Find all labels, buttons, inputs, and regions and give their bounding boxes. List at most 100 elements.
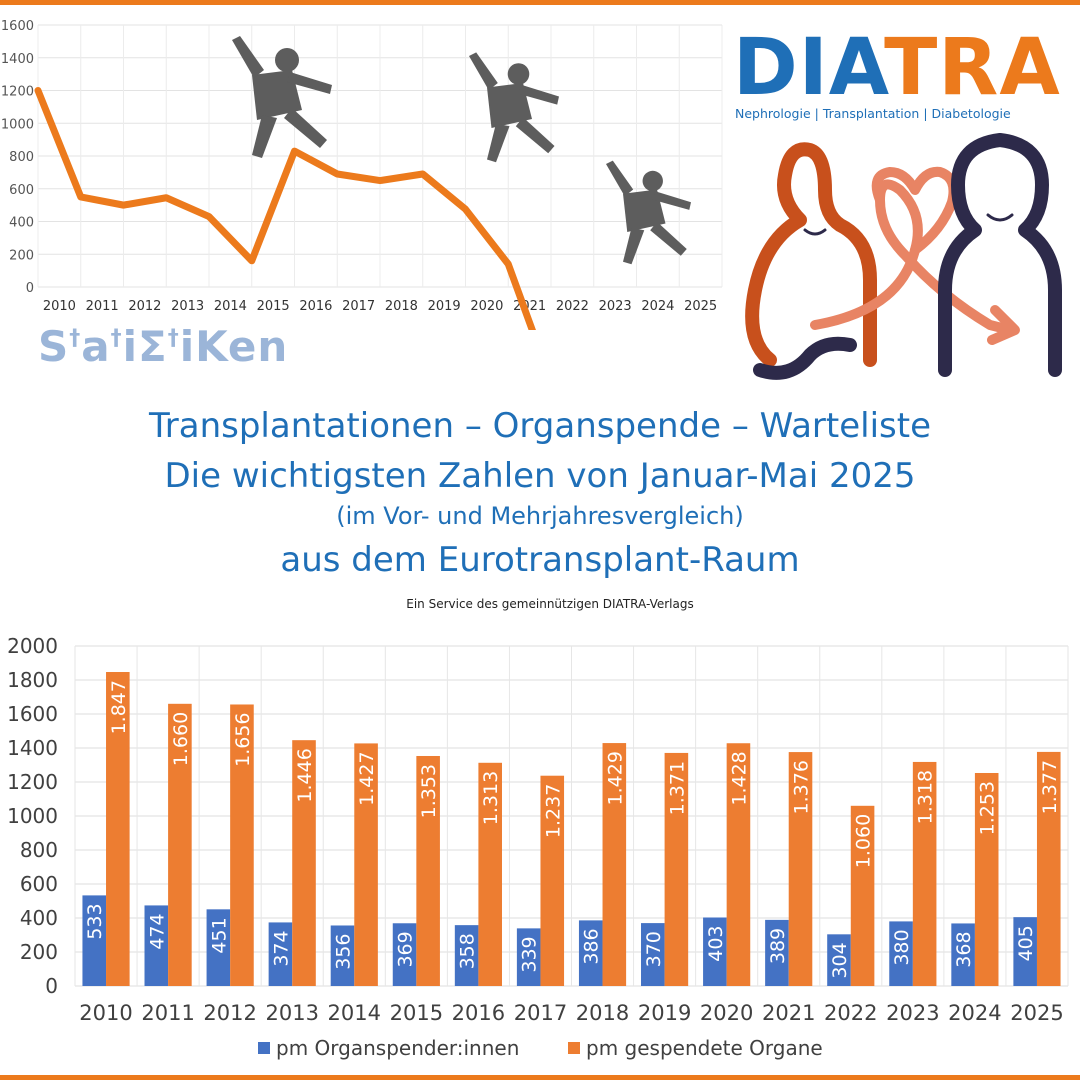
donor-bar (454, 925, 479, 986)
organ-bar (974, 772, 999, 986)
legend-swatch (258, 1042, 270, 1054)
x-tick-label: 2025 (1010, 1001, 1063, 1025)
donor-value-label: 405 (1015, 925, 1037, 961)
top-y-tick-label: 1600 (1, 19, 34, 34)
figure-leg (487, 123, 510, 163)
statistiken-letter: iΣ (122, 322, 168, 371)
brand-separator: | (814, 106, 819, 121)
top-x-tick-label: 2015 (257, 299, 290, 314)
organ-value-label: 1.656 (232, 712, 254, 766)
brand-tag-nephrologie: Nephrologie (735, 106, 811, 121)
logo-heart-arrow (810, 179, 1015, 335)
organ-value-label: 1.318 (915, 770, 937, 824)
organ-bar (354, 743, 378, 986)
top-border (0, 0, 1080, 5)
organ-value-label: 1.446 (294, 748, 316, 802)
y-tick-label: 1400 (7, 736, 58, 760)
top-x-tick-label: 2020 (470, 299, 503, 314)
headline-line3: (im Vor- und Mehrjahresvergleich) (336, 502, 744, 530)
x-tick-label: 2020 (700, 1001, 753, 1025)
top-y-tick-label: 400 (9, 216, 34, 231)
logo-heart-left (871, 166, 959, 255)
logo-right-person (938, 133, 1062, 377)
falling-figure-icon (232, 36, 332, 158)
top-x-tick-label: 2013 (171, 299, 204, 314)
donor-value-label: 380 (891, 929, 913, 965)
x-tick-label: 2022 (824, 1001, 877, 1025)
figure-arm (232, 36, 264, 78)
y-tick-label: 800 (20, 838, 58, 862)
donor-value-label: 304 (829, 942, 851, 978)
organ-bar (292, 740, 316, 986)
figure-head (507, 63, 530, 85)
y-tick-label: 1600 (7, 702, 58, 726)
organ-bar (168, 703, 192, 986)
y-tick-label: 1000 (7, 804, 58, 828)
figure-arm (518, 84, 559, 105)
x-tick-label: 2013 (265, 1001, 318, 1025)
organ-bar (788, 752, 813, 986)
brand-tag-transplantation: Transplantation (822, 106, 920, 121)
donor-bar (641, 923, 665, 986)
statistiken-letter: S (38, 322, 70, 371)
statistiken-cross: † (110, 326, 123, 351)
donor-bar (827, 934, 851, 986)
donor-bar (330, 925, 355, 986)
organ-bar (106, 672, 130, 986)
statistiken-letter: iKen (179, 322, 289, 371)
donor-bar (206, 909, 231, 986)
top-y-tick-label: 1400 (1, 52, 34, 67)
donor-value-label: 369 (395, 931, 417, 967)
donor-bar (1013, 917, 1037, 986)
legend-label: pm Organspender:innen (276, 1036, 519, 1060)
top-line-series (34, 87, 536, 330)
donor-bar (765, 919, 789, 986)
brand-logo-text: DIATRA (733, 28, 1068, 108)
top-x-tick-label: 2023 (599, 299, 632, 314)
figure-leg (515, 117, 555, 154)
organ-value-label: 1.313 (480, 771, 502, 825)
donor-value-label: 339 (519, 936, 541, 972)
organ-value-label: 1.371 (666, 761, 688, 815)
brand-separator: | (923, 106, 928, 121)
brand-tag-diabetologie: Diabetologie (931, 106, 1011, 121)
brand-name-part1: DIA (733, 23, 885, 113)
donor-bar (703, 917, 727, 986)
top-x-tick-label: 2021 (513, 299, 546, 314)
top-x-tick-label: 2011 (86, 299, 119, 314)
top-y-tick-label: 200 (9, 248, 34, 263)
organ-value-label: 1.376 (791, 760, 813, 814)
y-tick-label: 600 (20, 872, 58, 896)
x-tick-label: 2024 (948, 1001, 1001, 1025)
donor-bar (889, 921, 913, 986)
organ-bar (416, 755, 440, 986)
figure-leg (623, 227, 645, 265)
top-x-tick-label: 2016 (299, 299, 332, 314)
top-line-chart: 0 200 400 600 800 1000 1200 1400 1600 2010 2011 201… (1, 19, 723, 330)
donor-value-label: 358 (457, 933, 479, 969)
donor-bar (392, 923, 417, 986)
organ-value-label: 1.253 (977, 781, 999, 835)
y-tick-label: 2000 (7, 634, 58, 658)
top-x-tick-label: 2010 (43, 299, 76, 314)
logo-arrow-head (987, 305, 1020, 345)
legend-label: pm gespendete Organe (586, 1036, 823, 1060)
organ-bar (230, 704, 254, 986)
donor-bar (268, 922, 293, 986)
x-tick-label: 2015 (390, 1001, 443, 1025)
figure-leg (284, 108, 327, 148)
top-y-tick-label: 1200 (1, 85, 34, 100)
diatra-brand: DIATRA Nephrologie | Transplantation | D… (733, 28, 1068, 121)
donor-value-label: 374 (270, 930, 292, 966)
x-tick-label: 2010 (79, 1001, 132, 1025)
logo-right-face (986, 213, 1014, 222)
top-x-tick-label: 2025 (684, 299, 717, 314)
x-tick-label: 2019 (638, 1001, 691, 1025)
top-x-tick-label: 2022 (556, 299, 589, 314)
organ-bar (912, 761, 937, 986)
brand-name-part2: TRA (884, 23, 1061, 113)
donor-bar (951, 923, 975, 986)
donor-value-label: 451 (208, 917, 230, 953)
organ-bar (540, 775, 565, 986)
donor-value-label: 533 (84, 903, 106, 939)
